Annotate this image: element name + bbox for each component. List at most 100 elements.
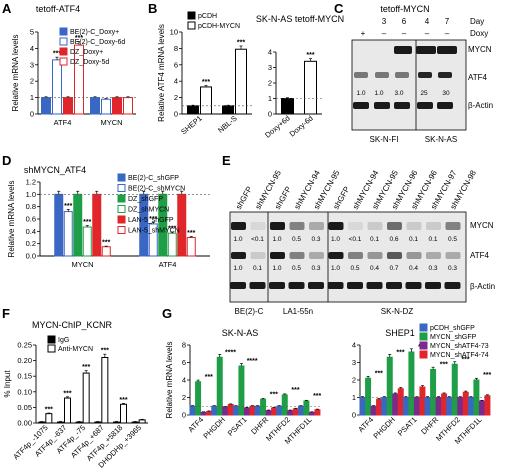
bar-A-0-0: [41, 97, 51, 115]
band-atf4: [426, 252, 441, 259]
band-atf4: [231, 252, 246, 259]
significance-F: ***: [101, 348, 109, 355]
atf4-quant: 0.1: [253, 265, 262, 272]
x-tick-label-B1: SHEP1: [179, 114, 204, 137]
bar-G1-5-0: [297, 405, 304, 416]
bar-B2-0-0: [281, 98, 294, 115]
y-tick-label-B2: 2: [268, 79, 272, 88]
x-tick-label-G2: ATF4: [356, 415, 375, 434]
legend-swatch-A: [59, 47, 68, 56]
y-tick-label-D: 1.2: [26, 178, 36, 187]
legend-swatch-D: [117, 184, 126, 192]
band-mycn: [416, 46, 436, 54]
legend-swatch-A: [59, 27, 68, 36]
bar-F-2-1: [82, 372, 90, 424]
significance-G2: ***: [483, 372, 491, 379]
significance-F: ***: [45, 407, 53, 414]
band-actin: [394, 102, 410, 109]
blot-e-row-label: β-Actin: [470, 282, 495, 291]
mycn-quant: 0.5: [448, 236, 457, 243]
significance-B1: ***: [237, 39, 245, 46]
x-tick-label-D: ATF4: [159, 260, 177, 269]
significance-D: ***: [187, 230, 195, 237]
band-actin: [405, 282, 422, 289]
bar-G1-4-1: [281, 394, 288, 416]
legend-label-G2: MYCN_shATF4-73: [430, 343, 489, 350]
bar-F-0-1: [45, 413, 53, 424]
bar-B2-1-0: [304, 60, 317, 115]
y-tick-label-D: 0.0: [26, 252, 36, 261]
significance-F: ***: [82, 364, 90, 371]
y-tick-label-B2: 1: [268, 94, 272, 103]
legend-label-D: BE(2)-C_shMYCN: [128, 186, 185, 193]
bar-G1-5-2: [308, 411, 315, 416]
band-atf4: [418, 72, 432, 78]
blot-c-cell-line: SK-N-FI: [370, 135, 399, 144]
bar-G1-0-1: [195, 381, 202, 416]
band-actin: [437, 102, 453, 109]
bar-G2-5-0: [467, 397, 474, 416]
bar-G2-2-0: [402, 397, 409, 416]
bar-D-0-4: [92, 193, 102, 257]
bar-G2-1-0: [381, 397, 388, 416]
bar-G1-3-2: [265, 410, 272, 416]
blot-e-row-label: ATF4: [470, 251, 490, 260]
blot-c-row-label: β-Actin: [468, 101, 493, 110]
y-tick-label-A: 2: [30, 77, 34, 86]
x-tick-label-G1: ATF4: [186, 415, 205, 434]
atf4-quant: 1.0: [331, 265, 340, 272]
legend-label-A: BE(2)-C_Doxy-6d: [70, 39, 125, 46]
significance-F: ***: [63, 390, 71, 397]
bar-G1-1-0: [211, 405, 218, 416]
bar-A-1-2: [112, 97, 122, 115]
y-tick-label-D: 0.4: [26, 227, 36, 236]
bar-A-1-3: [123, 97, 133, 115]
legend-label-A: BE(2)-C_Doxy+: [70, 29, 119, 36]
bar-F-5-0: [131, 421, 139, 424]
atf4-quant: 0.7: [389, 265, 398, 272]
atf4-quant: 3.0: [394, 90, 403, 97]
bar-G1-3-0: [254, 405, 261, 416]
blot-e-row-label: MYCN: [470, 221, 494, 230]
bar-A-0-1: [52, 59, 62, 115]
y-tick-label-B2: 3: [268, 63, 272, 72]
legend-swatch-D: [117, 194, 126, 203]
legend-label-D: DZ_shMYCN: [128, 207, 169, 214]
day-value: 7: [445, 17, 450, 26]
significance-G2: ***: [440, 362, 448, 369]
bar-G2-2-2: [413, 397, 420, 416]
y-tick-label-B1: 4: [174, 77, 178, 86]
y-tick-label-G2: 1: [352, 393, 356, 402]
band-atf4: [367, 252, 383, 259]
significance-G1: ***: [291, 387, 299, 394]
legend-swatch-G2: [419, 350, 428, 359]
legend-label-D: LAN-5_shMYCN: [128, 228, 180, 235]
legend-label-D: DZ_shGFP: [128, 196, 163, 203]
lane-label: shGFP: [331, 185, 351, 211]
legend-swatch-D: [117, 226, 126, 234]
legend-swatch-G2: [419, 332, 428, 341]
band-mycn: [406, 222, 422, 230]
band-actin: [269, 282, 285, 289]
band-atf4: [328, 252, 344, 259]
y-tick-label-F: 0.00: [17, 419, 32, 428]
legend-label-B1: pCDH: [198, 13, 217, 20]
significance-G1: ***: [205, 374, 213, 381]
y-tick-label-F: 0.10: [17, 387, 32, 396]
bar-G1-2-2: [243, 407, 250, 416]
legend-swatch-D: [117, 205, 126, 213]
doxy-label: Doxy: [470, 29, 488, 38]
y-tick-label-G1: 8: [182, 341, 186, 350]
x-tick-label-G2: PSAT1: [396, 415, 419, 438]
blot-e-cell-line: BE(2)-C: [235, 307, 264, 316]
blot-e-cell-line: SK-N-DZ: [381, 307, 414, 316]
significance-B2: ***: [306, 52, 314, 59]
legend-label-D: LAN-5_shGFP: [128, 217, 174, 224]
bar-F-1-0: [57, 421, 64, 424]
bar-D-0-3: [82, 226, 92, 257]
bar-G2-0-3: [376, 398, 383, 416]
y-tick-label-G2: 4: [352, 341, 356, 350]
significance-G1: ***: [313, 393, 321, 400]
band-mycn: [394, 46, 412, 54]
legend-label-G2: pCDH_shGFP: [430, 325, 475, 332]
